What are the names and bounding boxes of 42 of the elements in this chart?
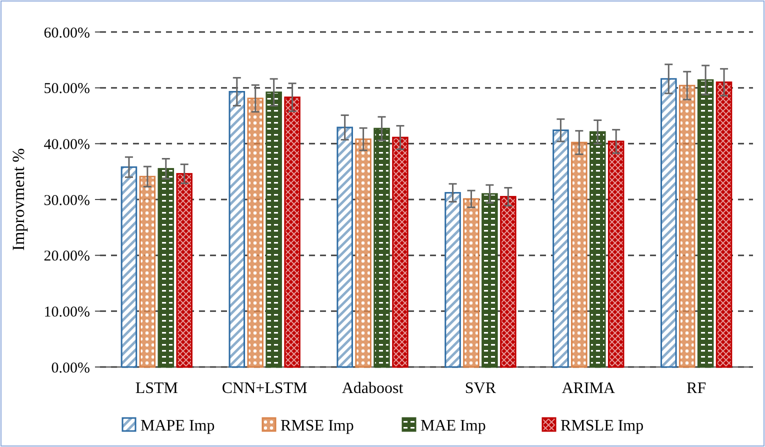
bar <box>608 140 624 368</box>
bar <box>284 96 300 368</box>
bar <box>660 78 677 368</box>
bar <box>678 84 696 368</box>
bar <box>355 138 372 368</box>
bar <box>589 131 606 368</box>
bar <box>463 198 480 368</box>
bar <box>571 142 588 368</box>
x-tick-label: LSTM <box>135 380 178 397</box>
bar <box>336 126 353 368</box>
bar <box>266 92 282 368</box>
bar <box>247 98 264 368</box>
bar <box>552 130 569 368</box>
x-tick-label: ARIMA <box>562 380 616 397</box>
legend-label: MAPE Imp <box>140 418 215 435</box>
legend-label: MAE Imp <box>420 418 486 435</box>
bar <box>392 136 408 368</box>
y-tick-label: 10.00% <box>44 304 90 320</box>
bar <box>697 79 714 368</box>
y-tick-label: 40.00% <box>44 136 90 153</box>
bar <box>374 128 390 368</box>
bar <box>120 166 138 368</box>
legend-label: RMSE Imp <box>280 418 354 435</box>
x-tick-label: Adaboost <box>342 380 404 397</box>
bar <box>716 82 732 368</box>
y-axis-title: Improvment % <box>9 148 28 251</box>
y-tick-label: 20.00% <box>44 248 90 265</box>
x-tick-label: SVR <box>464 380 496 397</box>
y-tick-label: 30.00% <box>44 192 90 209</box>
bar <box>482 193 498 368</box>
bar <box>176 173 192 368</box>
bar <box>444 192 461 368</box>
y-tick-label: 0.00% <box>51 360 90 376</box>
y-tick-label: 60.00% <box>44 25 90 42</box>
bar <box>228 90 246 368</box>
bar <box>158 168 174 368</box>
bar <box>139 176 156 368</box>
bar <box>500 196 516 368</box>
x-tick-label: CNN+LSTM <box>222 380 308 397</box>
legend-label: RMSLE Imp <box>560 418 644 435</box>
y-tick-label: 50.00% <box>44 81 90 98</box>
x-tick-label: RF <box>686 380 706 397</box>
